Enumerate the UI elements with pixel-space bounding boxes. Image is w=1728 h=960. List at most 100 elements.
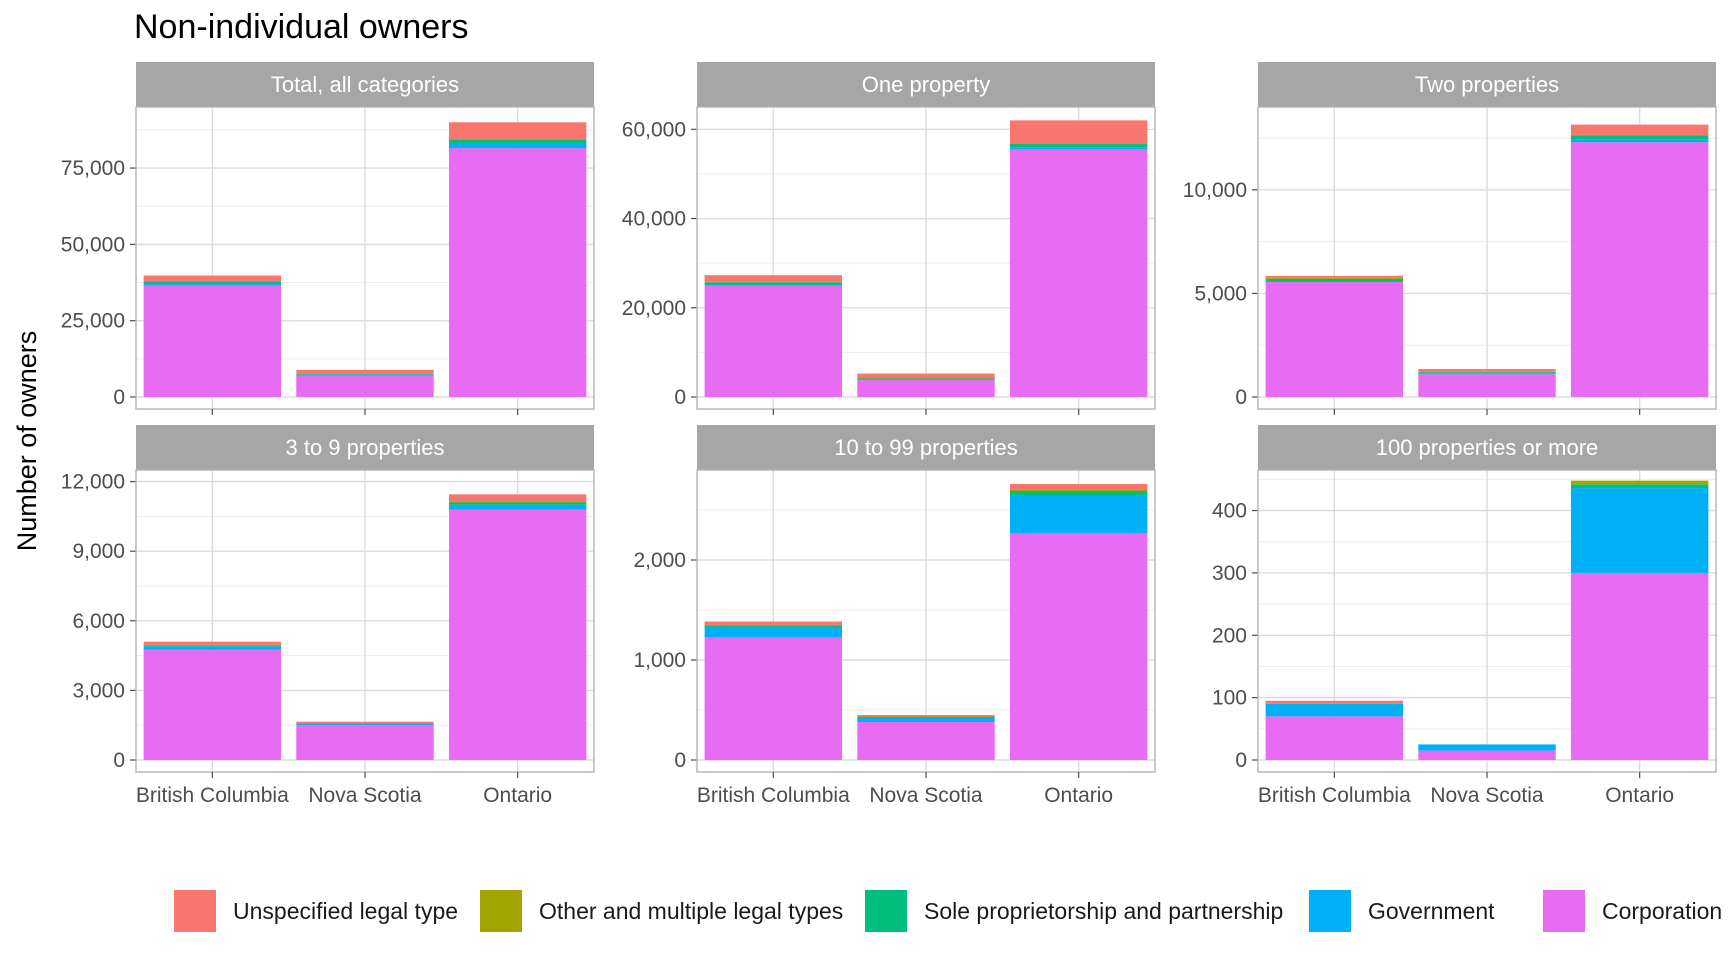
bar-segment [143, 281, 282, 282]
bar-segment [448, 502, 587, 505]
bar-segment [857, 379, 995, 381]
legend-key [1309, 890, 1351, 932]
legend-item: Corporation [1543, 890, 1722, 932]
facet-strip [697, 62, 1155, 107]
bar-segment [143, 641, 282, 645]
x-tick-label: Ontario [1044, 784, 1113, 807]
legend-label: Government [1368, 898, 1495, 924]
legend-key [480, 890, 522, 932]
y-tick-label: 9,000 [72, 540, 125, 563]
bar-segment [1009, 533, 1148, 760]
bar-segment [1570, 488, 1709, 573]
bar-segment [1009, 143, 1148, 145]
bar-segment [1009, 490, 1148, 491]
bar-segment [1570, 484, 1709, 489]
bar-segment [296, 725, 434, 760]
bar-segment [1418, 374, 1556, 397]
bar-segment [704, 627, 843, 637]
bar-segment [857, 716, 995, 717]
y-tick-label: 20,000 [622, 297, 686, 320]
y-tick-label: 3,000 [72, 679, 125, 702]
x-tick-label: British Columbia [136, 784, 289, 807]
bar-segment [143, 285, 282, 397]
y-tick-label: 2,000 [633, 549, 686, 572]
bar-segment [448, 143, 587, 149]
bar-segment [1009, 491, 1148, 495]
bar-segment [857, 373, 995, 379]
y-tick-label: 400 [1212, 500, 1247, 523]
facet-panel: One property 0 20,000 40,000 60,000 [622, 62, 1156, 415]
bar-segment [143, 284, 282, 286]
y-tick-label: 100 [1212, 687, 1247, 710]
bar-segment [1265, 282, 1404, 397]
bar-segment [704, 282, 843, 285]
y-tick-label: 0 [1235, 749, 1247, 772]
facet-panel: 3 to 9 properties 0 3,000 6,000 9,000 12,000 B… [61, 425, 595, 807]
x-tick-label: Nova Scotia [1430, 784, 1544, 807]
facet-title: One property [862, 72, 990, 97]
facet-title: 3 to 9 properties [286, 435, 445, 460]
bar-segment [448, 504, 587, 510]
bar-segment [448, 139, 587, 144]
facet-panel: 10 to 99 properties 0 1,000 2,000 British Co… [633, 425, 1156, 807]
bar-segment [1570, 480, 1709, 485]
bar-segment [704, 621, 843, 626]
bar-segment [1009, 484, 1148, 490]
bar-segment [296, 375, 434, 397]
bar-segment [1265, 278, 1404, 281]
bar-segment [448, 148, 587, 397]
x-tick-label: Ontario [1605, 784, 1674, 807]
bar-segment [448, 139, 587, 140]
legend-item: Sole proprietorship and partnership [865, 890, 1283, 932]
bar-segment [1265, 277, 1404, 279]
facet-title: 100 properties or more [1376, 435, 1599, 460]
bar-segment [704, 275, 843, 282]
bar-segment [1009, 120, 1148, 144]
chart-title: Non-individual owners [134, 8, 469, 46]
y-tick-label: 75,000 [61, 157, 125, 180]
legend-label: Unspecified legal type [233, 898, 458, 924]
facet-strip [697, 425, 1155, 470]
bar-segment [1570, 142, 1709, 397]
facet-strip [1258, 425, 1716, 470]
bar-segment [857, 717, 995, 718]
bar-segment [1265, 700, 1404, 704]
bar-segment [296, 374, 434, 376]
bar-segment [448, 509, 587, 760]
bar-segment [704, 625, 843, 626]
bar-segment [857, 722, 995, 760]
bar-segment [1570, 134, 1709, 136]
facet-title: Two properties [1415, 72, 1559, 97]
bar-segment [143, 281, 282, 285]
y-tick-label: 0 [113, 386, 125, 409]
y-tick-label: 1,000 [633, 649, 686, 672]
bar-segment [1418, 369, 1556, 372]
bar-segment [296, 369, 434, 374]
legend-key [1543, 890, 1585, 932]
bar-segment [1265, 703, 1404, 717]
bar-segment [704, 285, 843, 397]
facet-strip [1258, 62, 1716, 107]
y-tick-label: 10,000 [1183, 179, 1247, 202]
y-tick-label: 12,000 [61, 471, 125, 494]
y-axis-label: Number of owners [12, 331, 42, 552]
facet-panel: Two properties 0 5,000 10,000 [1183, 62, 1717, 415]
legend-key [865, 890, 907, 932]
y-tick-label: 50,000 [61, 233, 125, 256]
facet-title: 10 to 99 properties [834, 435, 1017, 460]
facet-strip [136, 425, 594, 470]
bar-segment [1009, 144, 1148, 148]
legend-label: Corporation [1602, 898, 1722, 924]
bar-segment [704, 637, 843, 760]
legend-item: Other and multiple legal types [480, 890, 843, 932]
bar-segment [1265, 281, 1404, 283]
x-tick-label: Nova Scotia [308, 784, 422, 807]
legend-label: Sole proprietorship and partnership [924, 898, 1283, 924]
legend-label: Other and multiple legal types [539, 898, 843, 924]
bar-segment [1570, 136, 1709, 140]
bar-segment [857, 378, 995, 380]
y-tick-label: 25,000 [61, 310, 125, 333]
x-tick-label: Nova Scotia [869, 784, 983, 807]
bar-segment [1570, 572, 1709, 760]
bar-segment [704, 626, 843, 627]
